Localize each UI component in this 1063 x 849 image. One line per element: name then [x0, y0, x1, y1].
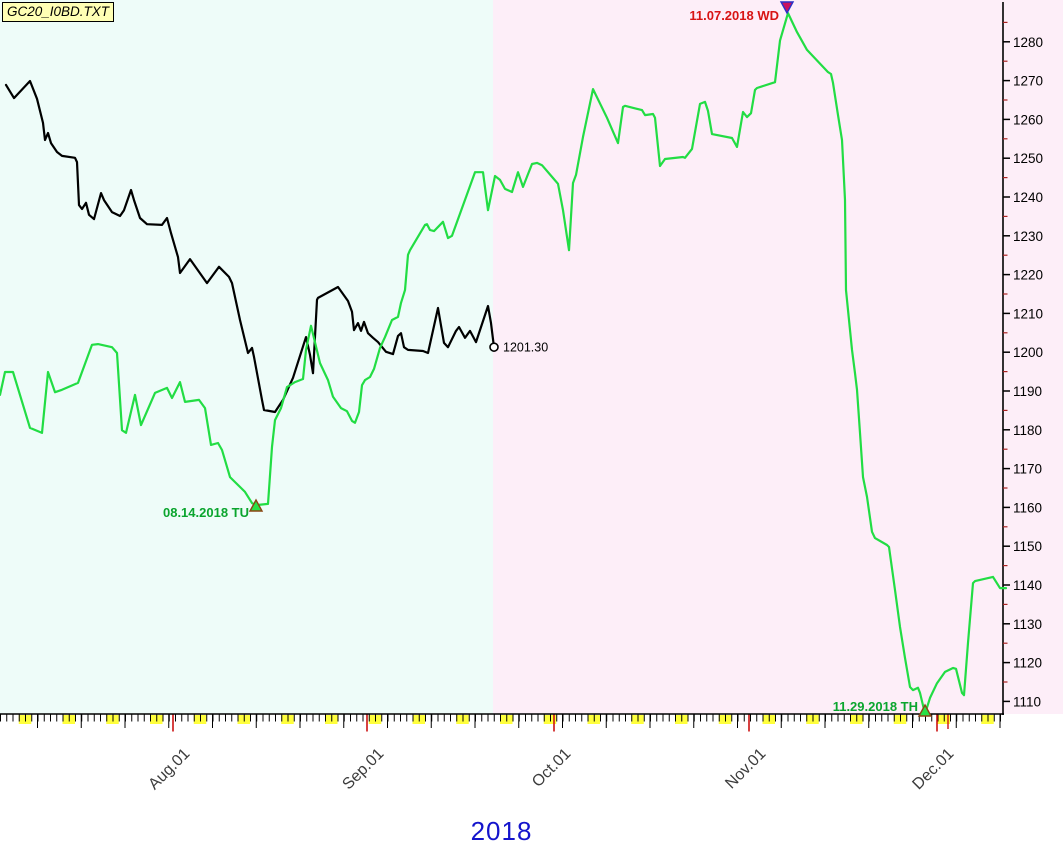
last-price-marker	[489, 342, 499, 352]
history-background-region	[0, 0, 493, 714]
y-tick-label: 1280	[1013, 35, 1043, 50]
y-tick-label: 1270	[1013, 74, 1043, 89]
y-tick-label: 1110	[1013, 694, 1041, 709]
y-tick-label: 1160	[1013, 500, 1042, 515]
pivot-high-marker-icon	[779, 1, 795, 15]
month-label: Dec.01	[909, 745, 957, 793]
y-tick-label: 1180	[1013, 423, 1042, 438]
pivot-low-marker-icon	[917, 703, 933, 717]
symbol-chip: GC20_I0BD.TXT	[2, 2, 115, 22]
pivot-low-marker-icon	[248, 498, 264, 512]
y-tick-label: 1220	[1013, 268, 1043, 283]
y-axis: 1280 1270 1260 1250 1240 1230 1220 1210 1200 1190…	[1002, 2, 1043, 715]
y-tick-label: 1240	[1013, 190, 1043, 205]
month-label: Sep.01	[339, 745, 387, 793]
annotation-label: 08.14.2018 TU	[163, 505, 249, 520]
month-label: Oct.01	[529, 745, 574, 790]
projection-background-region	[493, 0, 1063, 714]
x-axis: Aug.01 Sep.01 Oct.01 Nov.01 Dec.01	[0, 713, 1004, 793]
y-tick-label: 1250	[1013, 151, 1043, 166]
y-tick-label: 1200	[1013, 345, 1043, 360]
y-tick-label: 1140	[1013, 578, 1042, 593]
annotation-label: 11.29.2018 TH	[833, 699, 918, 714]
y-tick-label: 1190	[1013, 384, 1042, 399]
annotation-low-nov-29: 11.29.2018 TH	[833, 699, 933, 717]
month-label: Aug.01	[145, 745, 193, 793]
green-projection-line	[0, 12, 1008, 715]
annotation-label: 11.07.2018 WD	[689, 8, 779, 23]
black-price-line	[4, 79, 496, 414]
annotation-low-aug-14: 08.14.2018 TU	[163, 498, 264, 520]
y-tick-label: 1170	[1013, 462, 1042, 477]
y-tick-label: 1150	[1013, 539, 1042, 554]
y-tick-label: 1120	[1013, 656, 1042, 671]
y-tick-label: 1260	[1013, 112, 1043, 127]
last-price-label: 1201.30	[503, 341, 548, 355]
annotation-high-nov-07: 11.07.2018 WD	[689, 1, 795, 23]
year-label: 2018	[470, 816, 533, 846]
y-tick-label: 1130	[1013, 617, 1042, 632]
y-tick-label: 1230	[1013, 229, 1043, 244]
month-label: Nov.01	[722, 745, 769, 792]
y-tick-label: 1210	[1013, 306, 1043, 321]
